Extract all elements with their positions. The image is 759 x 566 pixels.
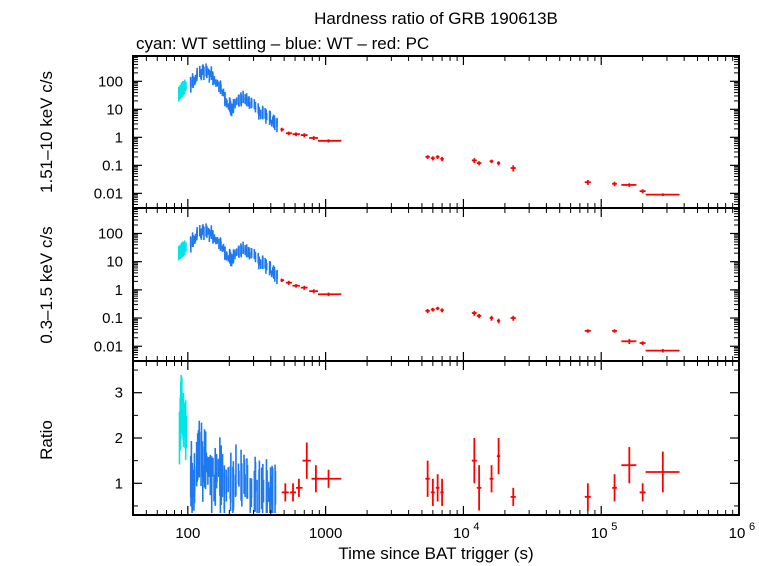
panel-hard-ticks: 100 10 1 0.1 0.01 — [94, 56, 740, 208]
x-tick-label: 10 — [453, 525, 470, 542]
panel-soft-marks — [178, 223, 680, 353]
panel-soft: 100 10 1 0.1 0.01 0.3–1.5 keV c/s — [37, 207, 740, 362]
x-tick-exponent: 5 — [611, 521, 617, 533]
y-tick-label: 10 — [106, 254, 123, 271]
panel-hard: 100 10 1 0.1 0.01 1.51–10 keV c/s — [37, 55, 740, 209]
y-tick-label: 1 — [115, 129, 123, 146]
y-tick-label: 0.1 — [102, 157, 123, 174]
x-axis-label: Time since BAT trigger (s) — [338, 544, 533, 563]
y-tick-label: 0.01 — [94, 185, 123, 202]
panel-hard-frame — [132, 55, 740, 209]
y-tick-label: 1 — [115, 282, 123, 299]
panel-soft-frame — [132, 207, 740, 362]
panel-ratio-marks — [178, 375, 680, 513]
y-tick-label: 10 — [106, 101, 123, 118]
panel-hard-ylabel: 1.51–10 keV c/s — [37, 71, 56, 193]
y-tick-label: 1 — [115, 475, 123, 492]
panel-soft-ylabel: 0.3–1.5 keV c/s — [37, 226, 56, 343]
x-tick-label: 10 — [591, 525, 608, 542]
chart-title: Hardness ratio of GRB 190613B — [314, 9, 558, 28]
x-tick-exponent: 4 — [473, 521, 479, 533]
x-tick-exponent: 6 — [749, 521, 755, 533]
panel-ratio-ticks: 3 2 1 — [115, 361, 740, 515]
y-tick-label: 100 — [98, 73, 123, 90]
x-tick-label: 1000 — [309, 525, 342, 542]
panel-hard-marks — [178, 63, 680, 197]
y-tick-label: 0.1 — [102, 310, 123, 327]
panel-ratio-ylabel: Ratio — [37, 420, 56, 460]
y-tick-label: 2 — [115, 430, 123, 447]
chart-subtitle: cyan: WT settling – blue: WT – red: PC — [136, 34, 429, 53]
panel-soft-ticks: 100 10 1 0.1 0.01 — [94, 208, 740, 361]
y-tick-label: 0.01 — [94, 338, 123, 355]
panel-ratio: 3 2 1 Ratio — [37, 360, 740, 516]
x-tick-labels: 100 1000 10 4 10 5 10 6 — [175, 521, 755, 542]
x-tick-label: 10 — [729, 525, 746, 542]
x-tick-label: 100 — [175, 525, 200, 542]
y-tick-label: 3 — [115, 385, 123, 402]
y-tick-label: 100 — [98, 225, 123, 242]
